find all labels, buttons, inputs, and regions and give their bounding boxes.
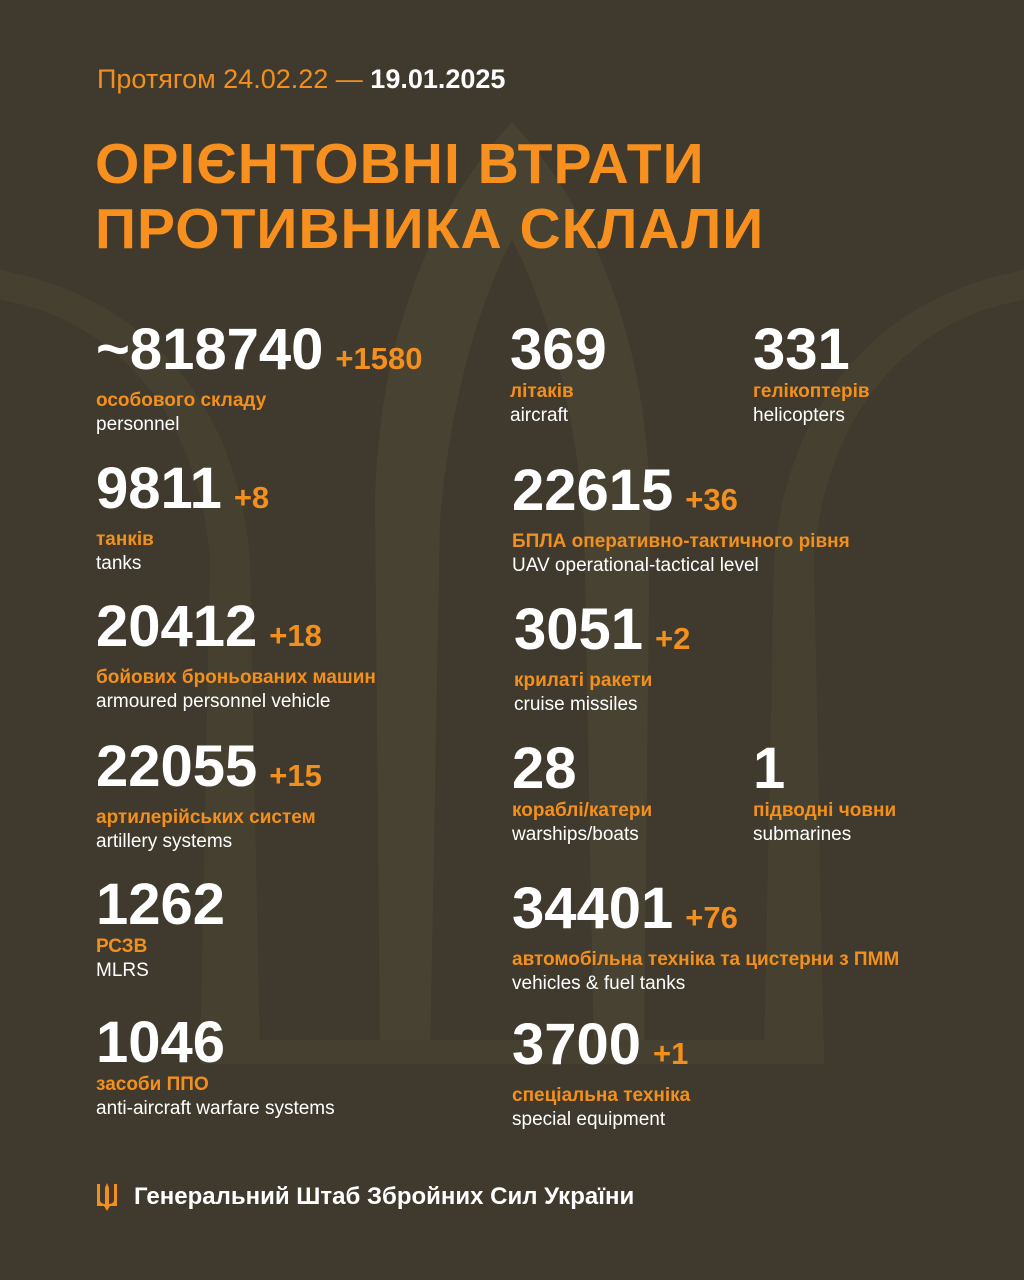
- stat-number: 3051: [514, 597, 644, 662]
- stat-label-en: tanks: [96, 553, 142, 574]
- stat-aircraft: 369 літаків aircraft: [510, 321, 607, 427]
- period-end: 19.01.2025: [370, 64, 506, 94]
- stat-label-en: anti-aircraft warfare systems: [96, 1098, 335, 1119]
- stat-label-en: personnel: [96, 414, 180, 435]
- stat-label-ua: РСЗВ: [96, 936, 148, 957]
- stat-helicopters: 331 гелікоптерів helicopters: [753, 321, 870, 427]
- stat-value: 34401 +76: [512, 880, 899, 947]
- stat-delta: +76: [685, 900, 738, 935]
- stat-value: 369: [510, 321, 607, 379]
- stat-value: 1046: [96, 1014, 335, 1072]
- stat-label-en: vehicles & fuel tanks: [512, 973, 686, 994]
- stat-delta: +2: [655, 621, 691, 656]
- stat-label-ua: кораблі/катери: [512, 800, 653, 821]
- stat-delta: +1580: [335, 341, 423, 376]
- title-line-1: ОРІЄНТОВНІ ВТРАТИ: [95, 132, 705, 196]
- stat-value: 331: [753, 321, 870, 379]
- title-line-2: ПРОТИВНИКА СКЛАЛИ: [95, 197, 765, 261]
- stat-value: 1: [753, 740, 896, 798]
- stat-warships: 28 кораблі/катери warships/boats: [512, 740, 652, 846]
- stat-value: 28: [512, 740, 652, 798]
- stat-value: 9811 +8: [96, 460, 269, 527]
- stat-number: 369: [510, 317, 607, 382]
- stat-label-ua: літаків: [510, 381, 574, 402]
- stat-delta: +8: [233, 480, 270, 515]
- stat-label-ua: артилерійських систем: [96, 807, 316, 828]
- footer-text: Генеральний Штаб Збройних Сил України: [134, 1183, 635, 1210]
- stat-value: 20412 +18: [96, 598, 376, 665]
- stat-label-ua: засоби ППО: [96, 1074, 209, 1095]
- stat-personnel: ~818740 +1580 особового складу personnel: [96, 321, 423, 436]
- stat-special-equipment: 3700 +1 спеціальна техніка special equipm…: [512, 1016, 690, 1131]
- stat-label-ua: особового складу: [96, 390, 267, 411]
- stat-label-en: aircraft: [510, 405, 569, 426]
- stat-number: 28: [512, 736, 577, 801]
- stat-label-ua: танків: [96, 529, 154, 550]
- stat-number: 1: [753, 736, 786, 801]
- stat-submarines: 1 підводні човни submarines: [753, 740, 896, 846]
- stat-number: 1262: [96, 872, 226, 937]
- stat-label-en: MLRS: [96, 960, 149, 981]
- stat-label-en: special equipment: [512, 1109, 666, 1130]
- stat-vehicles: 34401 +76 автомобільна техніка та цистерн…: [512, 880, 899, 995]
- stat-delta: +36: [685, 482, 738, 517]
- stat-uav: 22615 +36 БПЛА оперативно-тактичного рівн…: [512, 462, 850, 577]
- stat-label-en: submarines: [753, 824, 852, 845]
- trident-icon: [97, 1183, 117, 1211]
- period: Протягом 24.02.22 — 19.01.2025: [97, 64, 505, 95]
- stat-label-en: armoured personnel vehicle: [96, 691, 331, 712]
- stat-label-en: helicopters: [753, 405, 845, 426]
- stat-number: 20412: [96, 594, 258, 659]
- stat-label-en: UAV operational-tactical level: [512, 555, 759, 576]
- stat-delta: +18: [269, 618, 322, 653]
- stat-label-ua: автомобільна техніка та цистерни з ПММ: [512, 949, 900, 970]
- stat-number: 34401: [512, 876, 674, 941]
- stat-number: 3700: [512, 1012, 642, 1077]
- stat-number: 9811: [96, 456, 222, 521]
- stat-mlrs: 1262 РСЗВ MLRS: [96, 876, 225, 982]
- stat-label-ua: спеціальна техніка: [512, 1085, 691, 1106]
- stat-number: 22055: [96, 734, 258, 799]
- stat-tanks: 9811 +8 танків tanks: [96, 460, 269, 575]
- stat-artillery: 22055 +15 артилерійських систем artillery…: [96, 738, 322, 853]
- footer: Генеральний Штаб Збройних Сил України: [96, 1182, 634, 1212]
- stat-cruise-missiles: 3051 +2 крилаті ракети cruise missiles: [514, 601, 690, 716]
- page-title: ОРІЄНТОВНІ ВТРАТИ ПРОТИВНИКА СКЛАЛИ: [95, 132, 764, 262]
- stat-number: ~818740: [96, 317, 324, 382]
- stat-number: 22615: [512, 458, 674, 523]
- stat-label-ua: гелікоптерів: [753, 381, 870, 402]
- stat-label-ua: БПЛА оперативно-тактичного рівня: [512, 531, 850, 552]
- period-start: Протягом 24.02.22 —: [97, 64, 363, 94]
- stat-air-defense: 1046 засоби ППО anti-aircraft warfare sy…: [96, 1014, 335, 1120]
- stat-label-en: warships/boats: [512, 824, 639, 845]
- stat-value: 1262: [96, 876, 225, 934]
- stat-number: 1046: [96, 1010, 226, 1075]
- stat-delta: +15: [269, 758, 322, 793]
- stat-label-en: cruise missiles: [514, 694, 638, 715]
- stat-value: 3051 +2: [514, 601, 690, 668]
- stat-delta: +1: [653, 1036, 689, 1071]
- stat-value: 22055 +15: [96, 738, 322, 805]
- stat-label-ua: бойових броньованих машин: [96, 667, 376, 688]
- stat-number: 331: [753, 317, 850, 382]
- stat-apv: 20412 +18 бойових броньованих машин armou…: [96, 598, 376, 713]
- stat-value: ~818740 +1580: [96, 321, 423, 388]
- stat-value: 3700 +1: [512, 1016, 690, 1083]
- stat-label-ua: підводні човни: [753, 800, 897, 821]
- stat-value: 22615 +36: [512, 462, 850, 529]
- stat-label-en: artillery systems: [96, 831, 233, 852]
- stat-label-ua: крилаті ракети: [514, 670, 653, 691]
